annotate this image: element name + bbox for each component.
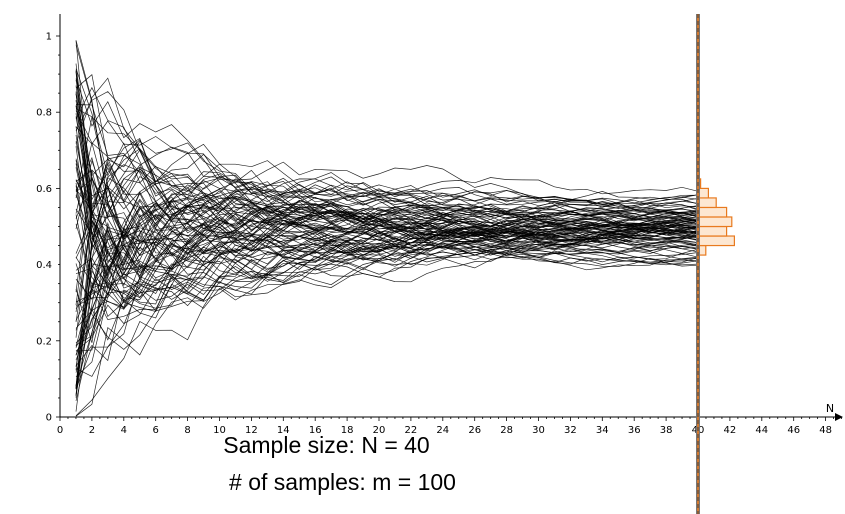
x-tick-label: 34 bbox=[596, 425, 609, 436]
y-tick-label: 0.4 bbox=[36, 260, 52, 271]
sample-path bbox=[75, 214, 699, 343]
x-tick-label: 36 bbox=[628, 425, 641, 436]
sample-path bbox=[75, 85, 699, 204]
x-tick-label: 44 bbox=[755, 425, 768, 436]
x-tick-label: 24 bbox=[436, 425, 449, 436]
sample-path bbox=[75, 100, 699, 249]
x-tick-label: 20 bbox=[373, 425, 386, 436]
y-tick-label: 0.2 bbox=[36, 336, 52, 347]
sample-path bbox=[75, 225, 699, 309]
sample-path bbox=[75, 169, 699, 348]
sample-path bbox=[75, 44, 699, 260]
sample-path bbox=[75, 40, 699, 214]
y-tick-label: 0 bbox=[46, 413, 52, 424]
y-tick-label: 1 bbox=[46, 32, 52, 43]
sample-path bbox=[75, 116, 699, 244]
sample-path bbox=[75, 213, 699, 301]
histogram-bar bbox=[697, 235, 736, 247]
sample-path bbox=[75, 236, 699, 367]
x-tick-label: 8 bbox=[184, 425, 190, 436]
x-tick-label: 18 bbox=[341, 425, 354, 436]
x-tick-label: 10 bbox=[213, 425, 226, 436]
histogram-bar bbox=[697, 216, 733, 228]
sample-path bbox=[75, 70, 699, 277]
sample-path bbox=[75, 120, 699, 205]
sample-path bbox=[75, 195, 699, 389]
sample-path bbox=[75, 244, 699, 301]
sample-size-caption: Sample size: N = 40 bbox=[223, 432, 430, 458]
sample-path bbox=[75, 116, 699, 205]
x-tick-label: 28 bbox=[500, 425, 513, 436]
x-tick-label: 42 bbox=[724, 425, 737, 436]
x-tick-label: 0 bbox=[57, 425, 63, 436]
sample-path bbox=[75, 134, 699, 294]
x-axis-arrow bbox=[835, 413, 843, 421]
sample-path bbox=[75, 178, 699, 283]
x-tick-label: 38 bbox=[660, 425, 673, 436]
sample-path bbox=[75, 208, 699, 371]
sample-path bbox=[75, 105, 699, 223]
sample-path bbox=[75, 164, 699, 247]
x-tick-label: 2 bbox=[89, 425, 95, 436]
x-tick-label: 30 bbox=[532, 425, 545, 436]
sample-path bbox=[75, 212, 699, 295]
x-tick-label: 14 bbox=[277, 425, 290, 436]
histogram-bar bbox=[697, 206, 728, 218]
x-tick-label: 22 bbox=[405, 425, 418, 436]
sample-path bbox=[75, 104, 699, 246]
x-tick-label: 48 bbox=[819, 425, 832, 436]
sample-path bbox=[75, 202, 699, 312]
sample-path bbox=[75, 189, 699, 378]
sample-path bbox=[75, 63, 699, 251]
num-samples-caption: # of samples: m = 100 bbox=[229, 469, 456, 495]
sample-path bbox=[75, 148, 699, 390]
sample-path bbox=[75, 91, 699, 234]
y-tick-label: 0.8 bbox=[36, 108, 52, 119]
x-tick-label: 6 bbox=[153, 425, 159, 436]
x-tick-label: 12 bbox=[245, 425, 258, 436]
axes: 0246810121416182022242628303234363840424… bbox=[36, 14, 843, 436]
histogram-bar bbox=[697, 197, 717, 209]
x-tick-label: 4 bbox=[121, 425, 127, 436]
histogram bbox=[697, 178, 736, 256]
histogram-bar bbox=[697, 225, 728, 237]
sample-path bbox=[75, 166, 699, 338]
sample-path bbox=[75, 160, 699, 347]
sample-path bbox=[75, 93, 699, 268]
sample-path bbox=[75, 246, 699, 352]
sample-path bbox=[75, 149, 699, 236]
x-tick-label: 32 bbox=[564, 425, 577, 436]
sample-path bbox=[75, 163, 699, 300]
sample-path bbox=[75, 180, 699, 258]
x-axis-label: N bbox=[826, 402, 834, 415]
x-tick-label: 16 bbox=[309, 425, 322, 436]
sample-path bbox=[75, 156, 699, 250]
sample-path bbox=[75, 235, 699, 331]
x-tick-label: 26 bbox=[468, 425, 481, 436]
sample-paths bbox=[75, 40, 699, 417]
sample-path bbox=[75, 200, 699, 309]
y-tick-label: 0.6 bbox=[36, 184, 52, 195]
x-tick-label: 46 bbox=[787, 425, 800, 436]
sample-path bbox=[75, 242, 699, 417]
